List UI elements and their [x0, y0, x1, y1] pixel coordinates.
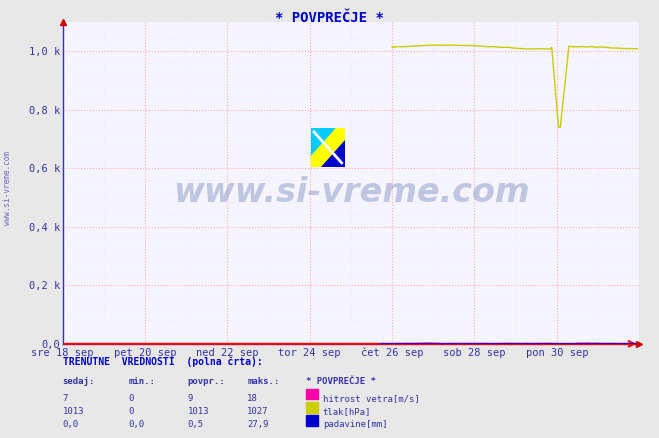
Polygon shape [310, 128, 335, 155]
Text: min.:: min.: [129, 377, 156, 386]
Text: 7: 7 [63, 394, 68, 403]
Text: 0: 0 [129, 394, 134, 403]
Text: maks.:: maks.: [247, 377, 279, 386]
Text: sedaj:: sedaj: [63, 377, 95, 386]
Text: 1027: 1027 [247, 407, 269, 417]
Text: 0,0: 0,0 [63, 420, 78, 430]
Text: hitrost vetra[m/s]: hitrost vetra[m/s] [323, 394, 420, 403]
Text: 1013: 1013 [188, 407, 210, 417]
Text: tlak[hPa]: tlak[hPa] [323, 407, 371, 417]
Text: * POVPREČJE *: * POVPREČJE * [306, 377, 376, 386]
Text: * POVPREČJE *: * POVPREČJE * [275, 11, 384, 25]
Text: TRENUTNE  VREDNOSTI  (polna črta):: TRENUTNE VREDNOSTI (polna črta): [63, 357, 262, 367]
Text: 9: 9 [188, 394, 193, 403]
Text: 0,5: 0,5 [188, 420, 204, 430]
Text: povpr.:: povpr.: [188, 377, 225, 386]
Polygon shape [310, 128, 345, 167]
Text: www.si-vreme.com: www.si-vreme.com [3, 152, 13, 225]
Text: 0: 0 [129, 407, 134, 417]
Text: padavine[mm]: padavine[mm] [323, 420, 387, 430]
Text: 18: 18 [247, 394, 258, 403]
Text: 1013: 1013 [63, 407, 84, 417]
Text: www.si-vreme.com: www.si-vreme.com [173, 176, 529, 209]
Text: 27,9: 27,9 [247, 420, 269, 430]
Polygon shape [321, 140, 345, 167]
Text: 0,0: 0,0 [129, 420, 144, 430]
